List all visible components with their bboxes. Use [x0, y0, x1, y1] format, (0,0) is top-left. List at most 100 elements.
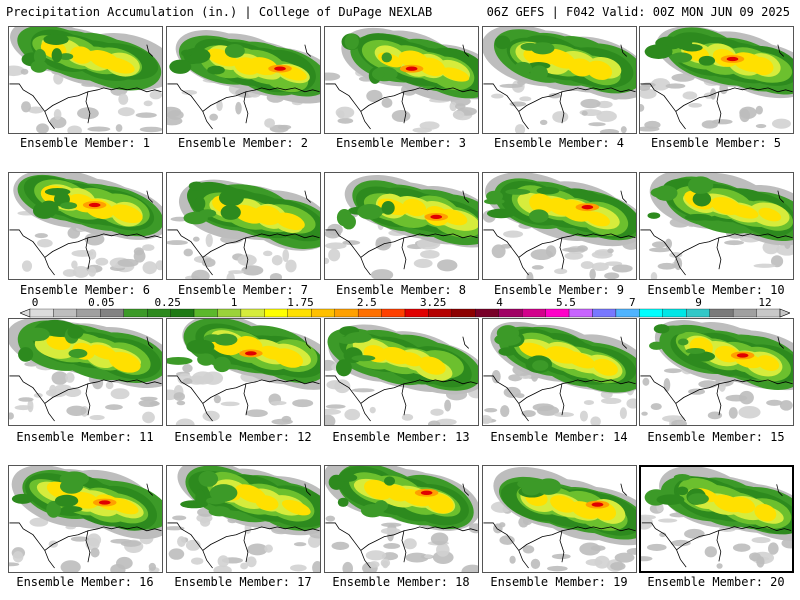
colorbar-segment [193, 308, 218, 318]
colorbar-segment [217, 308, 242, 318]
colorbar-segment [334, 308, 359, 318]
colorbar-tick-label: 1.75 [287, 296, 314, 309]
ensemble-member-label: Ensemble Member: 12 [174, 430, 312, 444]
colorbar-segment [568, 308, 593, 318]
colorbar-segment [147, 308, 171, 318]
ensemble-member-label: Ensemble Member: 7 [177, 283, 309, 297]
colorbar-segment [264, 308, 288, 318]
colorbar-segment [100, 308, 124, 318]
precipitation-map [167, 466, 320, 572]
ensemble-member-map[interactable] [324, 318, 479, 426]
ensemble-member-label: Ensemble Member: 18 [332, 575, 470, 589]
ensemble-member-label: Ensemble Member: 16 [16, 575, 154, 589]
colorbar-segment [709, 308, 734, 318]
colorbar-segment [404, 308, 429, 318]
ensemble-member-label: Ensemble Member: 2 [177, 136, 309, 150]
precipitation-map [641, 467, 792, 569]
ensemble-member-map[interactable] [166, 26, 321, 134]
precipitation-map [483, 27, 636, 133]
colorbar-segment [381, 308, 406, 318]
ensemble-member-label: Ensemble Member: 8 [335, 283, 467, 297]
precipitation-map [640, 27, 793, 132]
colorbar-tick-label: 7 [628, 296, 636, 309]
ensemble-member-map[interactable] [324, 26, 479, 134]
colorbar-tick-label: 1 [230, 296, 238, 309]
precipitation-map [483, 466, 636, 572]
ensemble-member-label: Ensemble Member: 15 [647, 430, 785, 444]
precipitation-map [167, 319, 320, 425]
colorbar-segment [451, 308, 476, 318]
colorbar-segment [592, 308, 617, 318]
ensemble-member-map[interactable] [8, 172, 163, 280]
ensemble-member-map[interactable] [8, 318, 163, 426]
colorbar-tick-label: 0.25 [154, 296, 181, 309]
colorbar-tick-label: 2.5 [356, 296, 377, 309]
ensemble-member-map[interactable] [482, 26, 637, 134]
colorbar-segment [53, 308, 78, 318]
colorbar-tick-label: 0.05 [88, 296, 115, 309]
colorbar-tick-label: 0 [31, 296, 39, 309]
ensemble-member-label: Ensemble Member: 9 [493, 283, 625, 297]
colorbar-segment [76, 308, 101, 318]
precipitation-map [167, 30, 320, 133]
colorbar-segment [498, 308, 523, 318]
colorbar-segment [732, 308, 757, 318]
ensemble-member-map[interactable] [639, 318, 794, 426]
colorbar-segment [240, 308, 265, 318]
ensemble-member-map[interactable] [166, 465, 321, 573]
ensemble-member-map[interactable] [639, 26, 794, 134]
ensemble-member-map[interactable] [639, 465, 794, 573]
ensemble-member-label: Ensemble Member: 1 [19, 136, 151, 150]
ensemble-member-map[interactable] [8, 26, 163, 134]
colorbar-segment [545, 308, 570, 318]
precipitation-map [325, 175, 478, 279]
ensemble-member-label: Ensemble Member: 6 [19, 283, 151, 297]
ensemble-member-map[interactable] [166, 172, 321, 280]
ensemble-member-map[interactable] [166, 318, 321, 426]
precipitation-map [325, 27, 478, 133]
ensemble-member-map[interactable] [482, 172, 637, 280]
ensemble-member-map[interactable] [482, 465, 637, 573]
colorbar-segment [639, 308, 663, 318]
colorbar-segment [522, 308, 546, 318]
ensemble-member-map[interactable] [324, 172, 479, 280]
ensemble-member-label: Ensemble Member: 14 [490, 430, 628, 444]
precipitation-map [9, 27, 162, 133]
ensemble-member-map[interactable] [8, 465, 163, 573]
colorbar-min-arrow [20, 308, 31, 318]
colorbar-segment [357, 308, 382, 318]
colorbar-segment [170, 308, 195, 318]
ensemble-member-label: Ensemble Member: 11 [16, 430, 154, 444]
colorbar-segment [311, 308, 335, 318]
ensemble-member-label: Ensemble Member: 5 [650, 136, 782, 150]
colorbar-segment [662, 308, 687, 318]
ensemble-member-map[interactable] [482, 318, 637, 426]
precipitation-map [483, 321, 636, 425]
ensemble-member-map[interactable] [324, 465, 479, 573]
precipitation-map [325, 466, 478, 572]
ensemble-member-label: Ensemble Member: 3 [335, 136, 467, 150]
precipitation-map [483, 173, 636, 279]
precipitation-map [325, 324, 478, 425]
ensemble-member-label: Ensemble Member: 17 [174, 575, 312, 589]
precipitation-map [167, 179, 320, 279]
colorbar-segment [287, 308, 312, 318]
colorbar-tick-label: 5.5 [555, 296, 576, 309]
ensemble-member-label: Ensemble Member: 13 [332, 430, 470, 444]
precipitation-map [640, 320, 793, 425]
colorbar-segment [428, 308, 453, 318]
colorbar-tick-label: 9 [695, 296, 702, 309]
run-valid-time: 06Z GEFS | F042 Valid: 00Z MON JUN 09 20… [486, 5, 790, 19]
precipitation-map [9, 466, 162, 572]
colorbar-segment [475, 308, 499, 318]
colorbar-segment [615, 308, 640, 318]
ensemble-member-map[interactable] [639, 172, 794, 280]
colorbar-segment [686, 308, 710, 318]
product-title: Precipitation Accumulation (in.) | Colle… [6, 5, 433, 19]
colorbar-tick-label: 4 [496, 296, 503, 309]
colorbar-max-arrow [779, 308, 790, 318]
colorbar-segment [29, 308, 54, 318]
ensemble-member-label: Ensemble Member: 4 [493, 136, 625, 150]
ensemble-member-label: Ensemble Member: 19 [490, 575, 628, 589]
colorbar-tick-label: 3.25 [419, 296, 447, 309]
